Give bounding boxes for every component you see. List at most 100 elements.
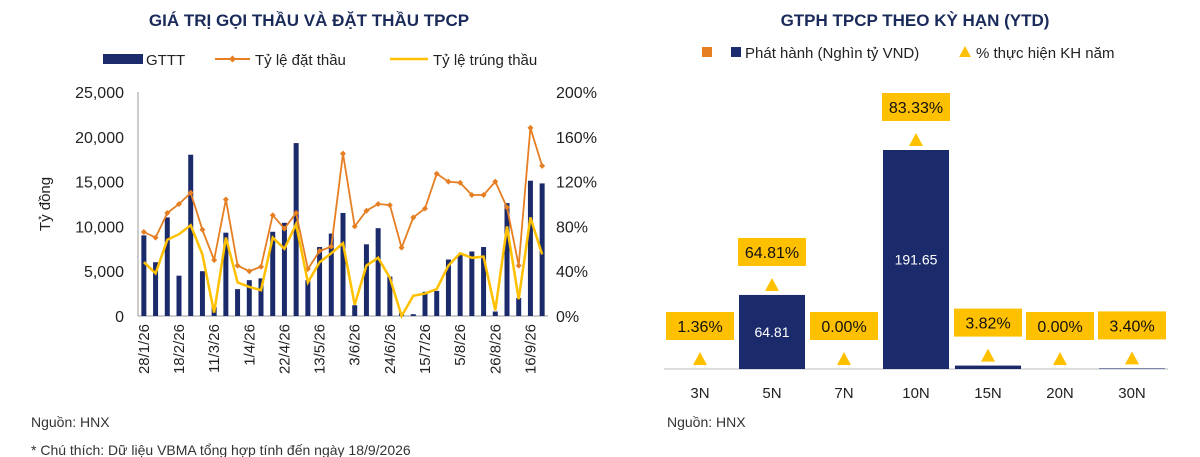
gttt-bar	[504, 203, 510, 316]
gttt-bar	[246, 280, 252, 316]
left-lines	[140, 124, 546, 320]
dat-thau-point	[293, 209, 300, 216]
gttt-bar	[492, 311, 498, 316]
left-x-tick-label: 24/6/26	[382, 324, 399, 374]
legend-orange-swatch	[702, 47, 712, 57]
right-label-boxes: 1.36% 64.81% 0.00% 83.33% 3.82% 0.00% 3.40%	[666, 93, 1166, 365]
dat-thau-point	[328, 243, 335, 250]
kh-nam-marker	[981, 348, 995, 362]
gttt-bar	[141, 235, 147, 316]
dat-thau-point	[152, 234, 159, 241]
legend-kh-nam-marker	[959, 46, 971, 57]
kh-nam-marker	[837, 352, 851, 365]
left-y2-tick-label: 40%	[556, 264, 588, 281]
legend-gttt-swatch	[103, 54, 143, 64]
gttt-bar	[445, 259, 451, 316]
dat-thau-point	[398, 244, 405, 251]
dat-thau-point	[445, 178, 452, 185]
dat-thau-point	[164, 209, 171, 216]
legend-phat-hanh-label: Phát hành (Nghìn tỷ VND)	[745, 45, 919, 62]
left-x-tick-label: 5/8/26	[452, 324, 469, 366]
left-y-tick-label: 10,000	[75, 219, 124, 236]
gttt-bar	[176, 275, 182, 316]
left-x-tick-label: 22/4/26	[276, 324, 293, 374]
left-y2-tick-label: 120%	[556, 175, 597, 192]
gttt-bar	[481, 247, 487, 316]
dat-thau-point	[363, 207, 370, 214]
right-legend: Phát hành (Nghìn tỷ VND) % thực hiện KH …	[702, 45, 1114, 62]
dat-thau-point	[410, 214, 417, 221]
gttt-bar	[469, 251, 475, 316]
gttt-bar	[340, 212, 346, 316]
dat-thau-point	[281, 225, 288, 232]
kh-nam-marker	[765, 277, 779, 291]
gttt-bar	[457, 255, 463, 316]
kh-nam-label-box	[810, 312, 878, 340]
right-chart-title: GTPH TPCP THEO KỲ HẠN (YTD)	[781, 11, 1050, 30]
left-footnote: * Chú thích: Dữ liệu VBMA tổng hợp tính …	[31, 442, 411, 457]
dat-thau-point	[140, 229, 147, 235]
right-source: Nguồn: HNX	[667, 414, 746, 430]
kh-nam-label-box	[666, 312, 734, 340]
trung-thau-line	[143, 217, 544, 320]
dat-thau-point	[222, 196, 229, 203]
left-y2-tick-label: 0%	[556, 309, 579, 326]
dat-thau-point	[234, 262, 241, 269]
gttt-bar	[527, 180, 533, 316]
right-x-tick-label: 30N	[1118, 385, 1146, 402]
gttt-bar	[164, 217, 170, 316]
legend-kh-nam-label: % thực hiện KH năm	[976, 45, 1114, 62]
gttt-bar	[422, 291, 428, 316]
gttt-bar	[317, 247, 323, 316]
gttt-bar	[305, 280, 311, 316]
phat-hanh-bar	[883, 150, 949, 369]
left-y-tick-label: 5,000	[84, 264, 124, 281]
dat-thau-point	[351, 223, 358, 230]
kh-nam-label-box	[1026, 312, 1094, 340]
dat-thau-point	[468, 192, 475, 199]
right-x-tick-label: 20N	[1046, 385, 1074, 402]
left-x-tick-label: 28/1/26	[136, 324, 153, 374]
gttt-bar	[258, 278, 264, 316]
gttt-bar	[281, 222, 287, 316]
left-y-tick-label: 15,000	[75, 175, 124, 192]
dat-thau-point	[246, 268, 253, 275]
left-x-ticks: 28/1/26 18/2/26 11/3/26 1/4/26 22/4/26 13/5/2…	[136, 324, 540, 374]
right-x-tick-label: 3N	[690, 385, 709, 402]
phat-hanh-bar	[1099, 368, 1165, 369]
gttt-bar	[352, 305, 358, 316]
left-y-ticks: 0 5,000 10,000 15,000 20,000 25,000	[75, 85, 124, 326]
gttt-bar	[434, 290, 440, 316]
gttt-bar	[188, 154, 194, 316]
left-x-tick-label: 1/4/26	[241, 324, 258, 366]
dat-thau-point	[504, 204, 510, 211]
gttt-bar	[363, 244, 369, 316]
kh-nam-marker	[1053, 352, 1067, 365]
gttt-bar	[223, 232, 229, 316]
kh-nam-label: 64.81%	[745, 245, 799, 262]
dat-thau-point	[316, 248, 323, 255]
left-y-tick-label: 20,000	[75, 130, 124, 147]
kh-nam-label: 0.00%	[1037, 319, 1082, 336]
dat-thau-point	[176, 201, 182, 207]
kh-nam-label: 3.40%	[1109, 318, 1154, 335]
right-x-tick-label: 15N	[974, 385, 1002, 402]
dat-thau-point	[269, 212, 276, 219]
gttt-bar	[387, 276, 393, 316]
gttt-bar	[410, 314, 416, 316]
right-x-tick-label: 7N	[834, 385, 853, 402]
phat-hanh-value-label: 191.65	[895, 252, 938, 268]
legend-phat-hanh-swatch	[731, 47, 741, 57]
dat-thau-point	[258, 263, 264, 270]
left-chart-title: GIÁ TRỊ GỌI THẦU VÀ ĐẶT THẦU TPCP	[149, 11, 469, 30]
dat-thau-point	[375, 201, 382, 207]
kh-nam-label-box	[738, 237, 806, 266]
legend-trung-thau-label: Tỷ lệ trúng thầu	[433, 52, 537, 69]
left-x-tick-label: 18/2/26	[171, 324, 188, 374]
dat-thau-point	[187, 189, 194, 196]
left-legend: GTTT Tỷ lệ đặt thầu Tỷ lệ trúng thầu	[103, 52, 537, 69]
dat-thau-point	[515, 262, 522, 269]
kh-nam-label-box	[954, 308, 1022, 337]
left-y2-tick-label: 200%	[556, 85, 597, 102]
